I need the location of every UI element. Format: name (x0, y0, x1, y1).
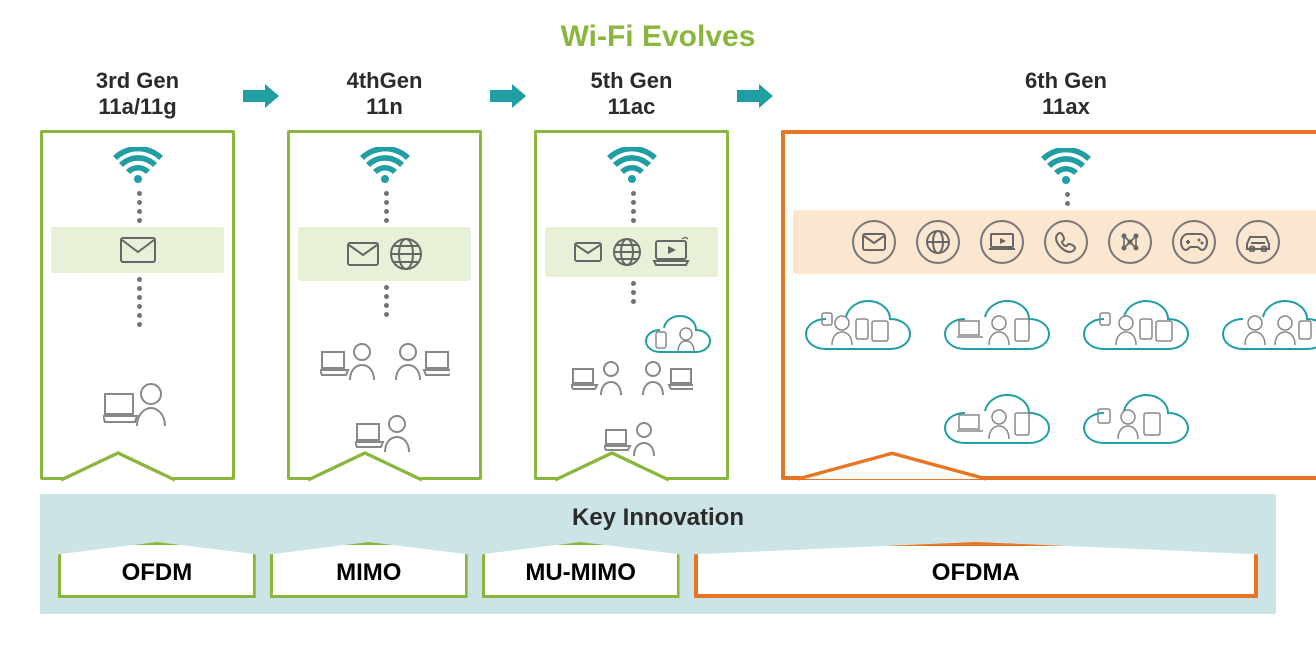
car-icon (1236, 220, 1280, 264)
generations-row: 3rd Gen 11a/11g 4thGen 11n (40, 68, 1276, 480)
service-band (793, 210, 1316, 274)
key-box-ofdm: OFDM (58, 542, 256, 598)
key-box-mimo: MIMO (270, 542, 468, 598)
user-laptop-icon (103, 376, 173, 431)
gen-col-5: 5th Gen 11ac (534, 68, 729, 480)
iot-icon (1108, 220, 1152, 264)
wifi-icon (113, 147, 163, 187)
user-laptop-icon (390, 338, 450, 386)
dots-icon (384, 281, 386, 321)
user-cluster (103, 339, 173, 467)
key-innovation-row: OFDM MIMO MU-MIMO OFDMA (58, 542, 1258, 598)
globe-icon (612, 237, 642, 267)
dots-icon (384, 187, 386, 227)
gen-panel (287, 130, 482, 480)
cloud-cluster-icon (937, 387, 1057, 457)
mail-icon (852, 220, 896, 264)
key-innovation-title: Key Innovation (58, 504, 1258, 532)
gen-label-line1: 6th Gen (1025, 68, 1107, 93)
dots-icon (137, 187, 139, 227)
user-cluster-grid (793, 284, 1316, 466)
video-laptop-icon (652, 237, 690, 267)
dots-icon (137, 273, 139, 331)
service-band (51, 227, 224, 273)
dots-icon (1065, 188, 1067, 210)
page-title: Wi-Fi Evolves (40, 20, 1276, 54)
cloud-cluster-icon (1215, 293, 1316, 363)
user-laptop-icon (320, 338, 380, 386)
service-band (545, 227, 718, 277)
video-laptop-icon (980, 220, 1024, 264)
user-laptop-icon (571, 357, 627, 401)
gen-header: 4thGen 11n (347, 68, 423, 122)
gen-header: 6th Gen 11ax (1025, 68, 1107, 122)
mail-icon (347, 242, 379, 266)
cloud-user-icon (638, 308, 718, 364)
gen-label-line1: 4thGen (347, 68, 423, 93)
panel-notch-icon (785, 449, 999, 479)
cloud-cluster-icon (937, 293, 1057, 363)
wifi-icon (607, 147, 657, 187)
gen-header: 5th Gen 11ac (591, 68, 673, 122)
gen-label-line2: 11n (366, 94, 403, 119)
gen-col-6: 6th Gen 11ax (781, 68, 1316, 480)
key-box-ofdma: OFDMA (694, 542, 1258, 598)
cloud-cluster-icon (1076, 293, 1196, 363)
mail-icon (574, 242, 602, 262)
cloud-cluster-icon (798, 293, 918, 363)
key-innovation-panel: Key Innovation OFDM MIMO MU-MIMO OFDMA (40, 494, 1276, 614)
panel-notch-icon (290, 450, 440, 480)
gen-label-line2: 11ac (608, 94, 656, 119)
gen-panel (534, 130, 729, 480)
gen-panel (40, 130, 235, 480)
gen-label-line1: 3rd Gen (96, 68, 179, 93)
gen-col-4: 4thGen 11n (287, 68, 482, 480)
gen-panel-large (781, 130, 1316, 480)
wifi-icon (1041, 148, 1091, 188)
arrow-icon (735, 68, 775, 110)
key-box-mumimo: MU-MIMO (482, 542, 680, 598)
arrow-icon (488, 68, 528, 110)
cloud-cluster-icon (1076, 387, 1196, 457)
user-cluster (298, 329, 471, 467)
wifi-icon (360, 147, 410, 187)
panel-notch-icon (537, 450, 687, 480)
panel-notch-icon (43, 450, 193, 480)
arrow-icon (241, 68, 281, 110)
gen-col-3: 3rd Gen 11a/11g (40, 68, 235, 480)
gamepad-icon (1172, 220, 1216, 264)
gen-label-line1: 5th Gen (591, 68, 673, 93)
mail-icon (120, 237, 156, 263)
gen-header: 3rd Gen 11a/11g (96, 68, 179, 122)
phone-icon (1044, 220, 1088, 264)
service-band (298, 227, 471, 281)
globe-icon (389, 237, 423, 271)
globe-icon (916, 220, 960, 264)
dots-icon (631, 187, 633, 227)
user-cluster (545, 316, 718, 467)
gen-label-line2: 11ax (1042, 94, 1090, 119)
dots-icon (631, 277, 633, 308)
gen-label-line2: 11a/11g (98, 94, 176, 119)
